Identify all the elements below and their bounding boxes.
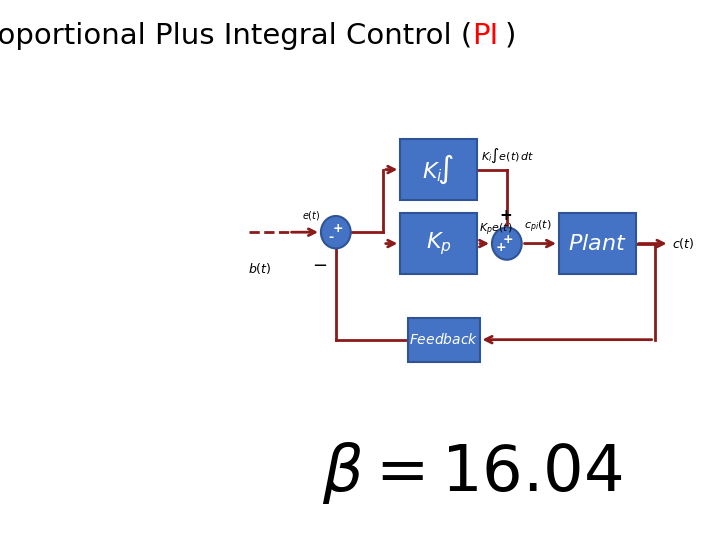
Text: +: +: [499, 208, 512, 223]
Text: $Plant$: $Plant$: [568, 233, 626, 254]
Text: $c_{pi}(t)$: $c_{pi}(t)$: [524, 219, 552, 235]
Text: $Feedback$: $Feedback$: [409, 332, 478, 347]
Text: $K_i \int e(t)\,dt$: $K_i \int e(t)\,dt$: [481, 147, 534, 165]
Text: +: +: [503, 233, 513, 246]
Text: ): ): [505, 22, 516, 50]
Text: $K_p e(t)$: $K_p e(t)$: [479, 222, 512, 238]
FancyBboxPatch shape: [559, 213, 636, 274]
FancyBboxPatch shape: [408, 318, 480, 362]
Text: $\beta = 16.04$: $\beta = 16.04$: [322, 440, 622, 505]
Text: $b(t)$: $b(t)$: [248, 261, 271, 276]
FancyBboxPatch shape: [400, 139, 477, 200]
Text: -: -: [328, 231, 333, 244]
Text: PI: PI: [472, 22, 498, 50]
Text: $K_p$: $K_p$: [426, 230, 451, 257]
FancyBboxPatch shape: [400, 213, 477, 274]
Text: Proportional Plus Integral Control (: Proportional Plus Integral Control (: [0, 22, 472, 50]
Circle shape: [321, 216, 351, 248]
Text: $c(t)$: $c(t)$: [672, 236, 694, 251]
Text: $K_i\!\int$: $K_i\!\int$: [423, 153, 455, 186]
Text: $-$: $-$: [312, 254, 328, 273]
Circle shape: [492, 227, 522, 260]
Text: $e(t)$: $e(t)$: [302, 210, 320, 222]
Text: +: +: [495, 241, 506, 254]
Text: +: +: [333, 222, 343, 235]
